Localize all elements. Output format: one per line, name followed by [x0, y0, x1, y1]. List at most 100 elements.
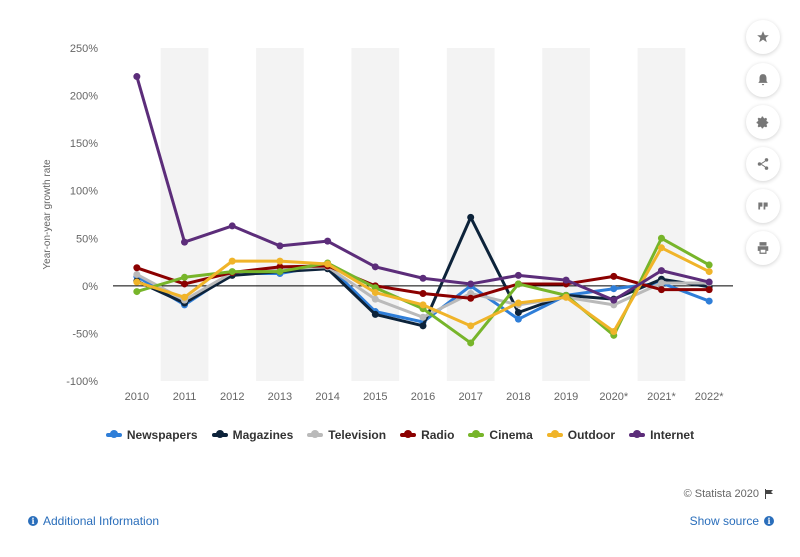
data-point[interactable]: [276, 257, 284, 265]
data-point[interactable]: [181, 238, 189, 246]
legend-swatch: [307, 430, 324, 438]
grid-band: [256, 48, 304, 381]
data-point[interactable]: [276, 268, 284, 276]
data-point[interactable]: [467, 213, 475, 221]
grid-band: [637, 48, 686, 381]
data-point[interactable]: [514, 271, 522, 279]
data-point[interactable]: [133, 288, 141, 296]
legend-item-radio[interactable]: Radio: [400, 428, 454, 442]
data-point[interactable]: [705, 278, 713, 286]
data-point[interactable]: [705, 261, 713, 269]
y-tick-label: 200%: [70, 91, 98, 103]
data-point[interactable]: [419, 322, 427, 330]
settings-button[interactable]: [746, 105, 780, 139]
data-point[interactable]: [324, 237, 332, 245]
data-point[interactable]: [181, 273, 189, 281]
legend-swatch: [211, 430, 228, 438]
data-point[interactable]: [371, 289, 379, 297]
y-tick-label: 50%: [76, 233, 98, 245]
data-point[interactable]: [657, 267, 665, 275]
y-axis-label: Year-on-year growth rate: [42, 159, 53, 270]
x-tick-label: 2014: [315, 391, 339, 403]
favorite-button[interactable]: [746, 20, 780, 54]
data-point[interactable]: [419, 274, 427, 282]
cite-button[interactable]: [746, 189, 780, 223]
data-point[interactable]: [133, 278, 141, 286]
data-point[interactable]: [610, 285, 618, 293]
data-point[interactable]: [514, 308, 522, 316]
copyright: © Statista 2020: [684, 488, 774, 500]
x-tick-label: 2019: [554, 391, 578, 403]
data-point[interactable]: [371, 295, 379, 303]
legend-item-outdoor[interactable]: Outdoor: [546, 428, 615, 442]
data-point[interactable]: [419, 313, 427, 321]
data-point[interactable]: [705, 268, 713, 276]
data-point[interactable]: [133, 270, 141, 278]
data-point[interactable]: [610, 328, 618, 336]
data-point[interactable]: [228, 268, 236, 276]
data-point[interactable]: [371, 263, 379, 271]
data-point[interactable]: [467, 294, 475, 302]
legend-label: Newspapers: [126, 428, 198, 442]
x-tick-label: 2018: [506, 391, 530, 403]
data-point[interactable]: [133, 264, 141, 272]
data-point[interactable]: [514, 315, 522, 323]
show-source-label: Show source: [689, 514, 759, 528]
series-internet: [133, 73, 713, 304]
show-source-link[interactable]: Show source i: [690, 514, 774, 528]
print-icon: [757, 242, 769, 254]
flag-icon: [765, 489, 773, 499]
legend-item-magazines[interactable]: Magazines: [211, 428, 294, 442]
print-button[interactable]: [746, 231, 780, 265]
line-chart: 250%200%150%100%50%0%-50%-100% 2010 2011 2…: [42, 43, 733, 403]
share-button[interactable]: [746, 147, 780, 181]
data-point[interactable]: [562, 276, 570, 284]
data-point[interactable]: [610, 272, 618, 280]
data-point[interactable]: [419, 301, 427, 309]
info-icon: i: [28, 516, 38, 526]
legend-item-television[interactable]: Television: [307, 428, 386, 442]
data-point[interactable]: [657, 279, 665, 287]
y-tick-label: 100%: [70, 186, 98, 198]
data-point[interactable]: [276, 242, 284, 250]
data-point[interactable]: [705, 297, 713, 305]
data-point[interactable]: [657, 244, 665, 252]
legend-swatch: [105, 430, 122, 438]
quote-icon: [758, 202, 768, 210]
data-point[interactable]: [514, 299, 522, 307]
x-tick-label: 2017: [458, 391, 482, 403]
data-point[interactable]: [371, 310, 379, 318]
additional-information-link[interactable]: i Additional Information: [28, 514, 159, 528]
data-point[interactable]: [657, 286, 665, 294]
data-point[interactable]: [467, 280, 475, 288]
data-point[interactable]: [133, 73, 141, 81]
additional-information-label: Additional Information: [43, 514, 160, 528]
share-icon: [757, 158, 769, 170]
data-point[interactable]: [228, 222, 236, 230]
legend-item-cinema[interactable]: Cinema: [468, 428, 533, 442]
data-point[interactable]: [657, 234, 665, 242]
legend-item-newspapers[interactable]: Newspapers: [105, 428, 198, 442]
data-point[interactable]: [610, 296, 618, 304]
legend-label: Radio: [421, 428, 455, 442]
legend-label: Magazines: [232, 428, 294, 442]
grid-bands: [160, 48, 686, 381]
x-tick-label: 2015: [363, 391, 387, 403]
data-point[interactable]: [514, 280, 522, 288]
legend-swatch: [629, 430, 646, 438]
data-point[interactable]: [705, 286, 713, 294]
y-axis-ticks: 250% 200% 150% 100% 50% 0% -50% -100%: [66, 43, 98, 388]
legend: Newspapers Magazines Television Radio Cinema…: [0, 428, 800, 442]
data-point[interactable]: [467, 339, 475, 347]
data-point[interactable]: [419, 289, 427, 297]
data-point[interactable]: [324, 260, 332, 268]
legend-item-internet[interactable]: Internet: [629, 428, 694, 442]
data-point[interactable]: [562, 293, 570, 301]
data-point[interactable]: [181, 280, 189, 288]
bell-icon: [758, 74, 768, 86]
notification-button[interactable]: [746, 63, 780, 97]
copyright-text: © Statista 2020: [683, 488, 759, 500]
data-point[interactable]: [181, 293, 189, 301]
data-point[interactable]: [467, 322, 475, 330]
data-point[interactable]: [228, 257, 236, 265]
